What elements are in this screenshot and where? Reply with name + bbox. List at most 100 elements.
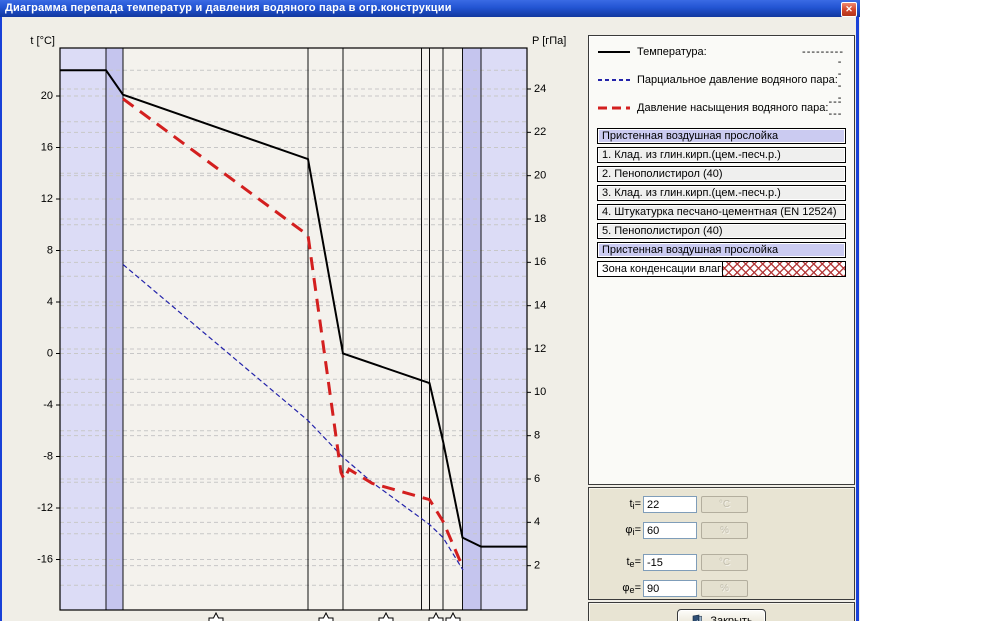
dialog-window: Диаграмма перепада температур и давления… [0,0,860,621]
layer-item-label-2: 2. Пенополистирол (40) [602,168,723,180]
input-label-t_i: ti= [596,498,642,511]
layer-item-label-4: 4. Штукатурка песчано-цементная (EN 1252… [602,206,837,218]
input-label-phi_e: φe= [596,582,641,595]
right-axis-tick-label: 20 [534,170,546,182]
right-axis-tick-label: 8 [534,430,540,442]
window-border-left [0,0,2,621]
exit-door-icon [693,614,703,621]
unit-button-t_e[interactable]: °C [701,554,748,571]
temperature-swatch [598,51,630,53]
window-border-right [856,0,859,621]
air-band-3 [481,48,527,610]
temperature-line [60,69,527,548]
boundary-conditions-panel: ti=°Cφi=%te=°Cφe=% [588,487,855,600]
legend-label-saturation-pressure: Давление насыщения водяного пара: [637,102,829,114]
input-label-sub-phi_e: e [629,585,635,595]
input-phi_e[interactable] [643,580,697,597]
input-t_e[interactable] [643,554,697,571]
input-label-sub-phi_i: i [632,527,635,537]
unit-button-t_i[interactable]: °C [701,496,748,513]
close-button-label: Закрыть [710,615,753,621]
input-label-eq-t_i: = [634,498,641,510]
plot-area [60,48,527,610]
input-label-eq-t_e: = [634,556,641,568]
input-label-base-phi_e: φ [622,582,630,594]
partial-pressure-swatch [598,79,630,81]
input-label-base-t_i: t [629,498,633,510]
condensation-hatch-swatch [722,262,845,276]
unit-button-phi_e[interactable]: % [701,580,748,597]
input-label-eq-phi_e: = [634,582,641,594]
close-icon[interactable]: ✕ [841,2,857,17]
left-axis-tick-label: -8 [43,450,53,462]
legend-value-temperature: --------- [802,46,844,58]
unit-button-phi_i[interactable]: % [701,522,748,539]
left-axis-title: t [°C] [30,35,55,47]
left-axis-tick-label: -4 [43,399,53,411]
left-axis-tick-label: -12 [37,502,53,514]
layer-item-label-5: 5. Пенополистирол (40) [602,225,723,237]
layer-list: Пристенная воздушная прослойка 1. Клад. и… [597,128,846,277]
layer-marker-4 [428,611,444,621]
input-label-t_e: te= [596,556,641,569]
input-label-phi_i: φi= [596,524,641,537]
layer-item-3[interactable]: 3. Клад. из глин.кирп.(цем.-песч.р.) [597,185,846,201]
legend-label-partial-pressure: Парциальное давление водяного пара: [637,74,838,86]
legend-label-temperature: Температура: [637,46,707,58]
right-axis-tick-label: 14 [534,300,546,312]
layer-marker-1 [208,611,224,621]
legend-item-partial-pressure: Парциальное давление водяного пара: ---- [597,56,846,104]
input-row-phi_i: φi=% [596,522,854,539]
right-axis-tick-label: 12 [534,343,546,355]
left-axis-tick-label: 16 [41,141,53,153]
legend-item-saturation-pressure: Давление насыщения водяного пара: ------ [597,96,846,120]
input-t_i[interactable] [643,496,697,513]
air-band-0 [60,48,106,610]
saturation-pressure-swatch [598,106,630,110]
input-label-eq-phi_i: = [634,524,641,536]
saturation-pressure-line [122,97,465,569]
input-phi_i[interactable] [643,522,697,539]
layer-item-label-6: Пристенная воздушная прослойка [602,244,779,256]
right-axis-tick-label: 6 [534,473,540,485]
right-axis-tick-label: 2 [534,560,540,572]
input-row-phi_e: φe=% [596,580,854,597]
right-axis-tick-label: 22 [534,126,546,138]
condensation-zone-row: Зона конденсации влаги -> [597,261,846,277]
layer-item-4[interactable]: 4. Штукатурка песчано-цементная (EN 1252… [597,204,846,220]
close-panel: Закрыть [588,602,855,621]
right-axis-tick-label: 4 [534,516,540,528]
condensation-zone-label: Зона конденсации влаги -> [602,263,741,275]
input-label-base-t_e: t [626,556,630,568]
layer-marker-2 [318,611,334,621]
window-title: Диаграмма перепада температур и давления… [5,2,452,14]
legend-item-temperature: Температура: --------- [597,44,846,60]
right-axis-tick-label: 16 [534,256,546,268]
input-row-t_e: te= °C [596,554,854,571]
left-axis-tick-label: 4 [47,296,53,308]
legend-and-layers-panel: Температура: --------- Парциальное давлени… [588,35,855,485]
air-band-1 [106,48,123,610]
left-axis-tick-label: 8 [47,244,53,256]
layer-item-5[interactable]: 5. Пенополистирол (40) [597,223,846,239]
right-axis-tick-label: 24 [534,83,546,95]
air-band-2 [462,48,481,610]
layer-item-1[interactable]: 1. Клад. из глин.кирп.(цем.-песч.р.) [597,147,846,163]
right-axis-tick-label: 10 [534,386,546,398]
layer-marker-5 [445,611,461,621]
close-button[interactable]: Закрыть [677,609,766,621]
layer-item-6[interactable]: Пристенная воздушная прослойка [597,242,846,258]
title-bar[interactable]: Диаграмма перепада температур и давления… [0,0,860,17]
left-axis-tick-label: -16 [37,553,53,565]
input-label-base-phi_i: φ [625,524,633,536]
right-axis-tick-label: 18 [534,213,546,225]
layer-item-label-3: 3. Клад. из глин.кирп.(цем.-песч.р.) [602,187,781,199]
left-axis-tick-label: 0 [47,347,53,359]
plot-frame [59,47,528,611]
layer-item-0[interactable]: Пристенная воздушная прослойка [597,128,846,144]
input-label-sub-t_e: e [629,559,635,569]
legend: Температура: --------- Парциальное давлени… [597,44,846,120]
right-axis-title: P [гПа] [532,35,566,47]
layer-marker-3 [378,611,394,621]
layer-item-2[interactable]: 2. Пенополистирол (40) [597,166,846,182]
